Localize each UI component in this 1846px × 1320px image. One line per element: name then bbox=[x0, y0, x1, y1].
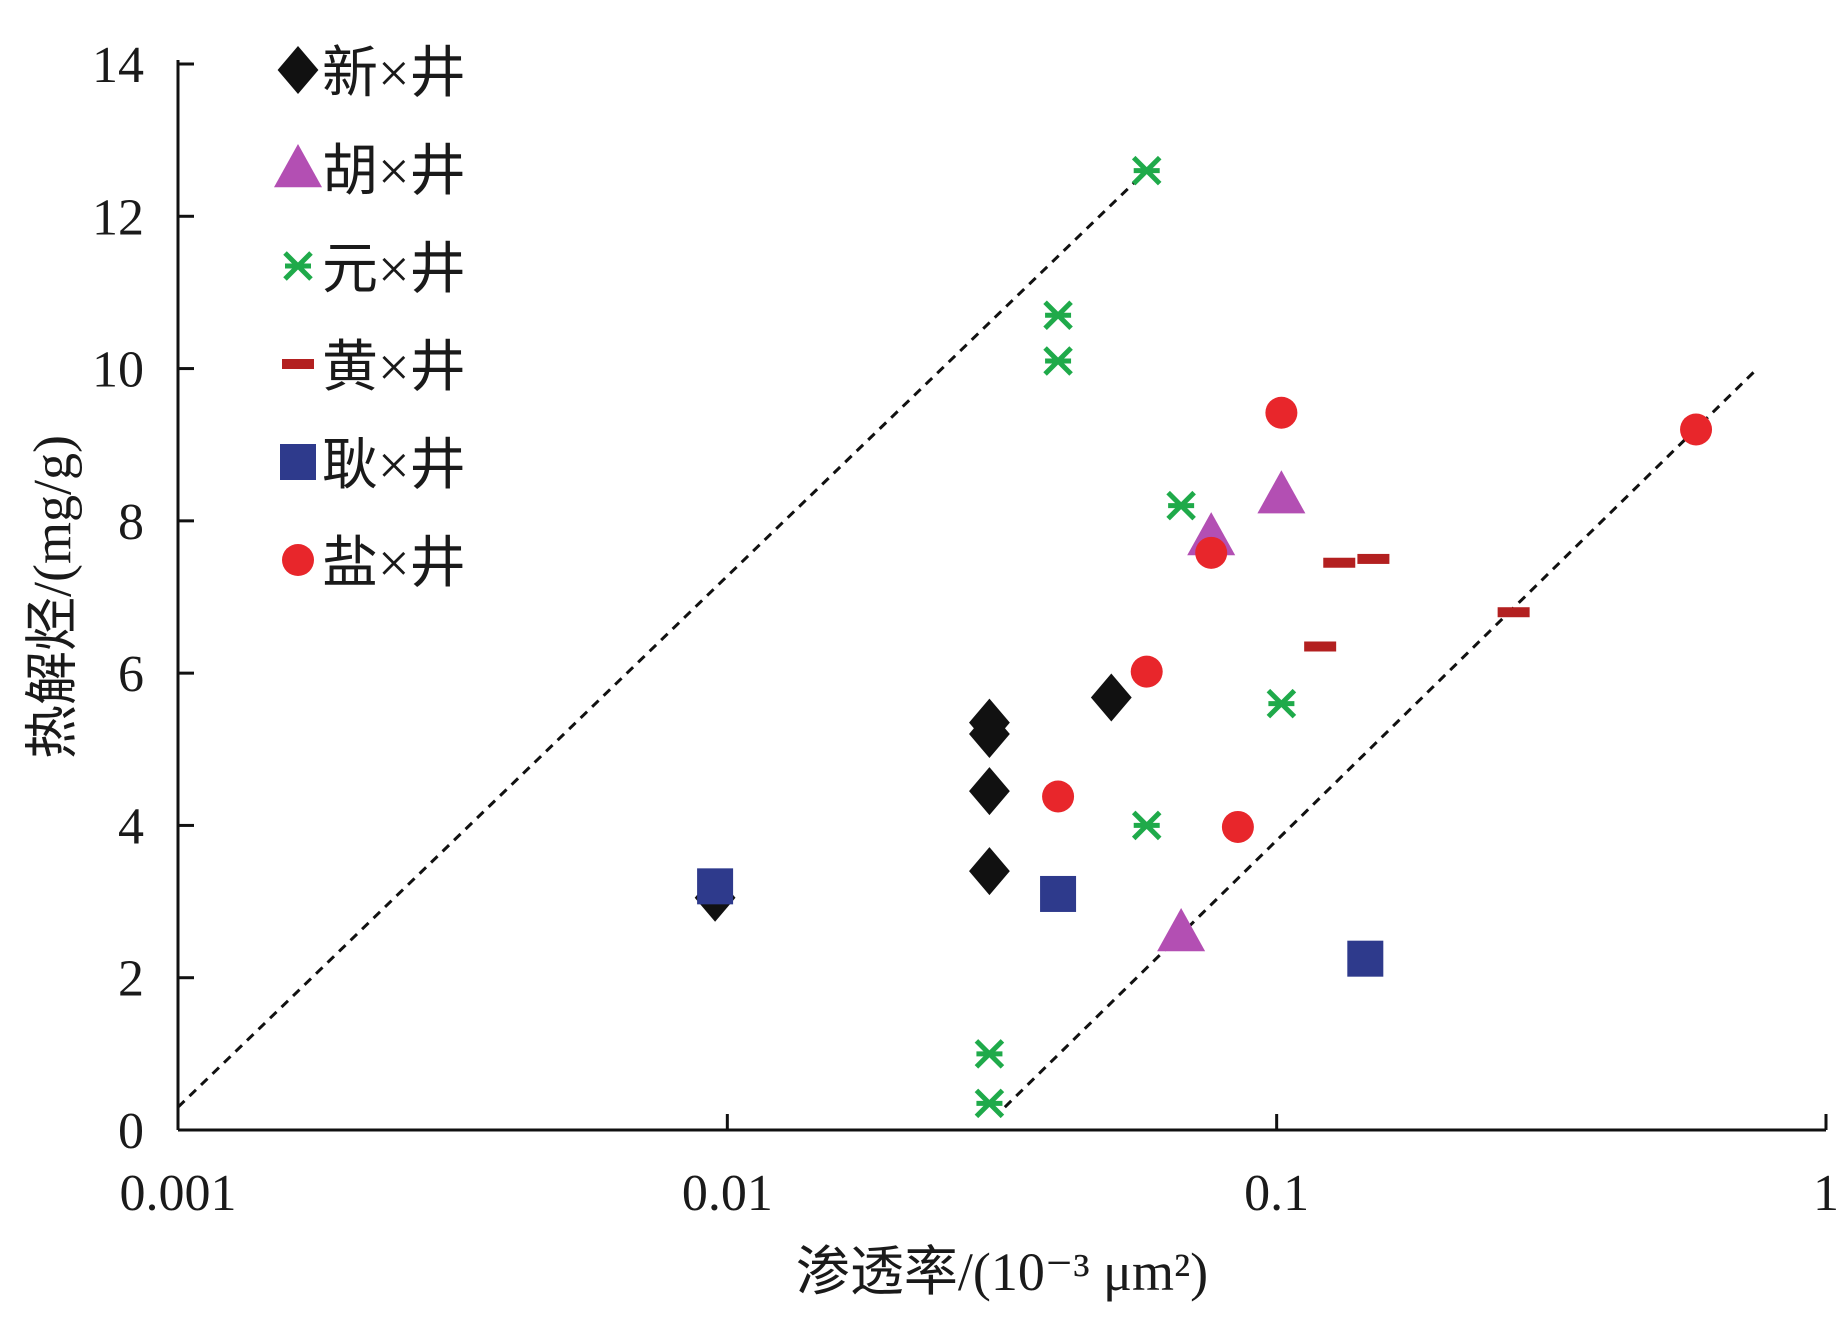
data-point bbox=[1195, 536, 1228, 569]
legend-marker bbox=[280, 444, 316, 480]
y-tick-label: 8 bbox=[118, 494, 144, 551]
data-point bbox=[1357, 553, 1390, 564]
legend-item: 黄×井 bbox=[282, 337, 466, 399]
y-tick-label: 2 bbox=[118, 951, 144, 1008]
reference-lines bbox=[176, 169, 1759, 1109]
x-axis-title: 渗透率/(10⁻³ μm²) bbox=[796, 1242, 1208, 1302]
data-point bbox=[969, 847, 1010, 896]
data-point bbox=[1090, 673, 1132, 722]
data-point bbox=[1221, 810, 1254, 843]
legend-label: 元×井 bbox=[322, 239, 466, 301]
data-point bbox=[974, 1039, 1005, 1069]
data-point bbox=[1040, 875, 1077, 912]
data-point bbox=[1131, 155, 1162, 186]
data-point bbox=[1257, 470, 1306, 514]
y-tick-label: 10 bbox=[92, 342, 144, 399]
y-tick-label: 14 bbox=[92, 37, 144, 94]
legend-marker bbox=[282, 359, 314, 369]
legend-label: 新×井 bbox=[322, 43, 466, 105]
series-dash bbox=[1304, 553, 1530, 652]
y-axis-ticks: 0 2 4 6 8 10 12 14 bbox=[92, 37, 194, 1160]
legend-label: 耿×井 bbox=[322, 435, 466, 497]
data-point bbox=[1347, 940, 1384, 977]
legend-item: 盐×井 bbox=[282, 533, 466, 595]
legend-label: 黄×井 bbox=[322, 337, 466, 399]
series-square bbox=[697, 868, 1384, 977]
y-tick-label: 0 bbox=[118, 1103, 144, 1160]
data-point bbox=[1042, 780, 1075, 813]
legend-marker bbox=[283, 251, 313, 281]
legend-item: 新×井 bbox=[277, 43, 466, 105]
legend-marker bbox=[277, 46, 319, 94]
legend-item: 胡×井 bbox=[274, 141, 466, 203]
legend-label: 胡×井 bbox=[322, 141, 466, 203]
data-point bbox=[969, 767, 1010, 816]
legend-item: 元×井 bbox=[283, 239, 466, 301]
x-tick-label: 0.001 bbox=[120, 1165, 237, 1222]
data-points bbox=[694, 155, 1713, 1119]
data-point bbox=[1043, 346, 1073, 376]
legend: 新×井胡×井元×井黄×井耿×井盐×井 bbox=[262, 40, 512, 595]
data-point bbox=[1265, 396, 1298, 429]
y-axis-title: 热解烃/(mg/g) bbox=[22, 435, 82, 759]
axes: 0 2 4 6 8 10 12 14 0.001 0.01 0.1 1 bbox=[92, 37, 1839, 1222]
series-circle bbox=[1042, 396, 1713, 843]
data-point bbox=[1043, 300, 1073, 331]
y-tick-label: 12 bbox=[92, 189, 144, 246]
data-point bbox=[1166, 490, 1196, 521]
x-tick-label: 0.01 bbox=[682, 1165, 773, 1222]
reference-line bbox=[176, 169, 1148, 1109]
reference-line bbox=[1003, 367, 1759, 1109]
data-point bbox=[1131, 810, 1162, 841]
data-point bbox=[1680, 413, 1713, 446]
legend-marker bbox=[282, 544, 314, 576]
x-tick-label: 0.1 bbox=[1244, 1165, 1309, 1222]
x-axis-ticks: 0.001 0.01 0.1 1 bbox=[120, 1114, 1839, 1222]
data-point bbox=[1497, 607, 1530, 618]
legend-marker bbox=[274, 144, 322, 188]
y-tick-label: 4 bbox=[118, 798, 144, 855]
data-point bbox=[1304, 641, 1337, 652]
data-point bbox=[697, 868, 734, 905]
data-point bbox=[1266, 688, 1297, 719]
legend-item: 耿×井 bbox=[280, 435, 466, 497]
legend-label: 盐×井 bbox=[322, 533, 466, 595]
data-point bbox=[974, 1088, 1005, 1119]
x-tick-label: 1 bbox=[1813, 1165, 1839, 1222]
data-point bbox=[1157, 908, 1206, 952]
series-triangle bbox=[1157, 470, 1306, 952]
data-point bbox=[1323, 557, 1356, 568]
data-point bbox=[1130, 655, 1163, 688]
series-asterisk bbox=[974, 155, 1297, 1119]
y-tick-label: 6 bbox=[118, 646, 144, 703]
data-point bbox=[969, 710, 1010, 759]
